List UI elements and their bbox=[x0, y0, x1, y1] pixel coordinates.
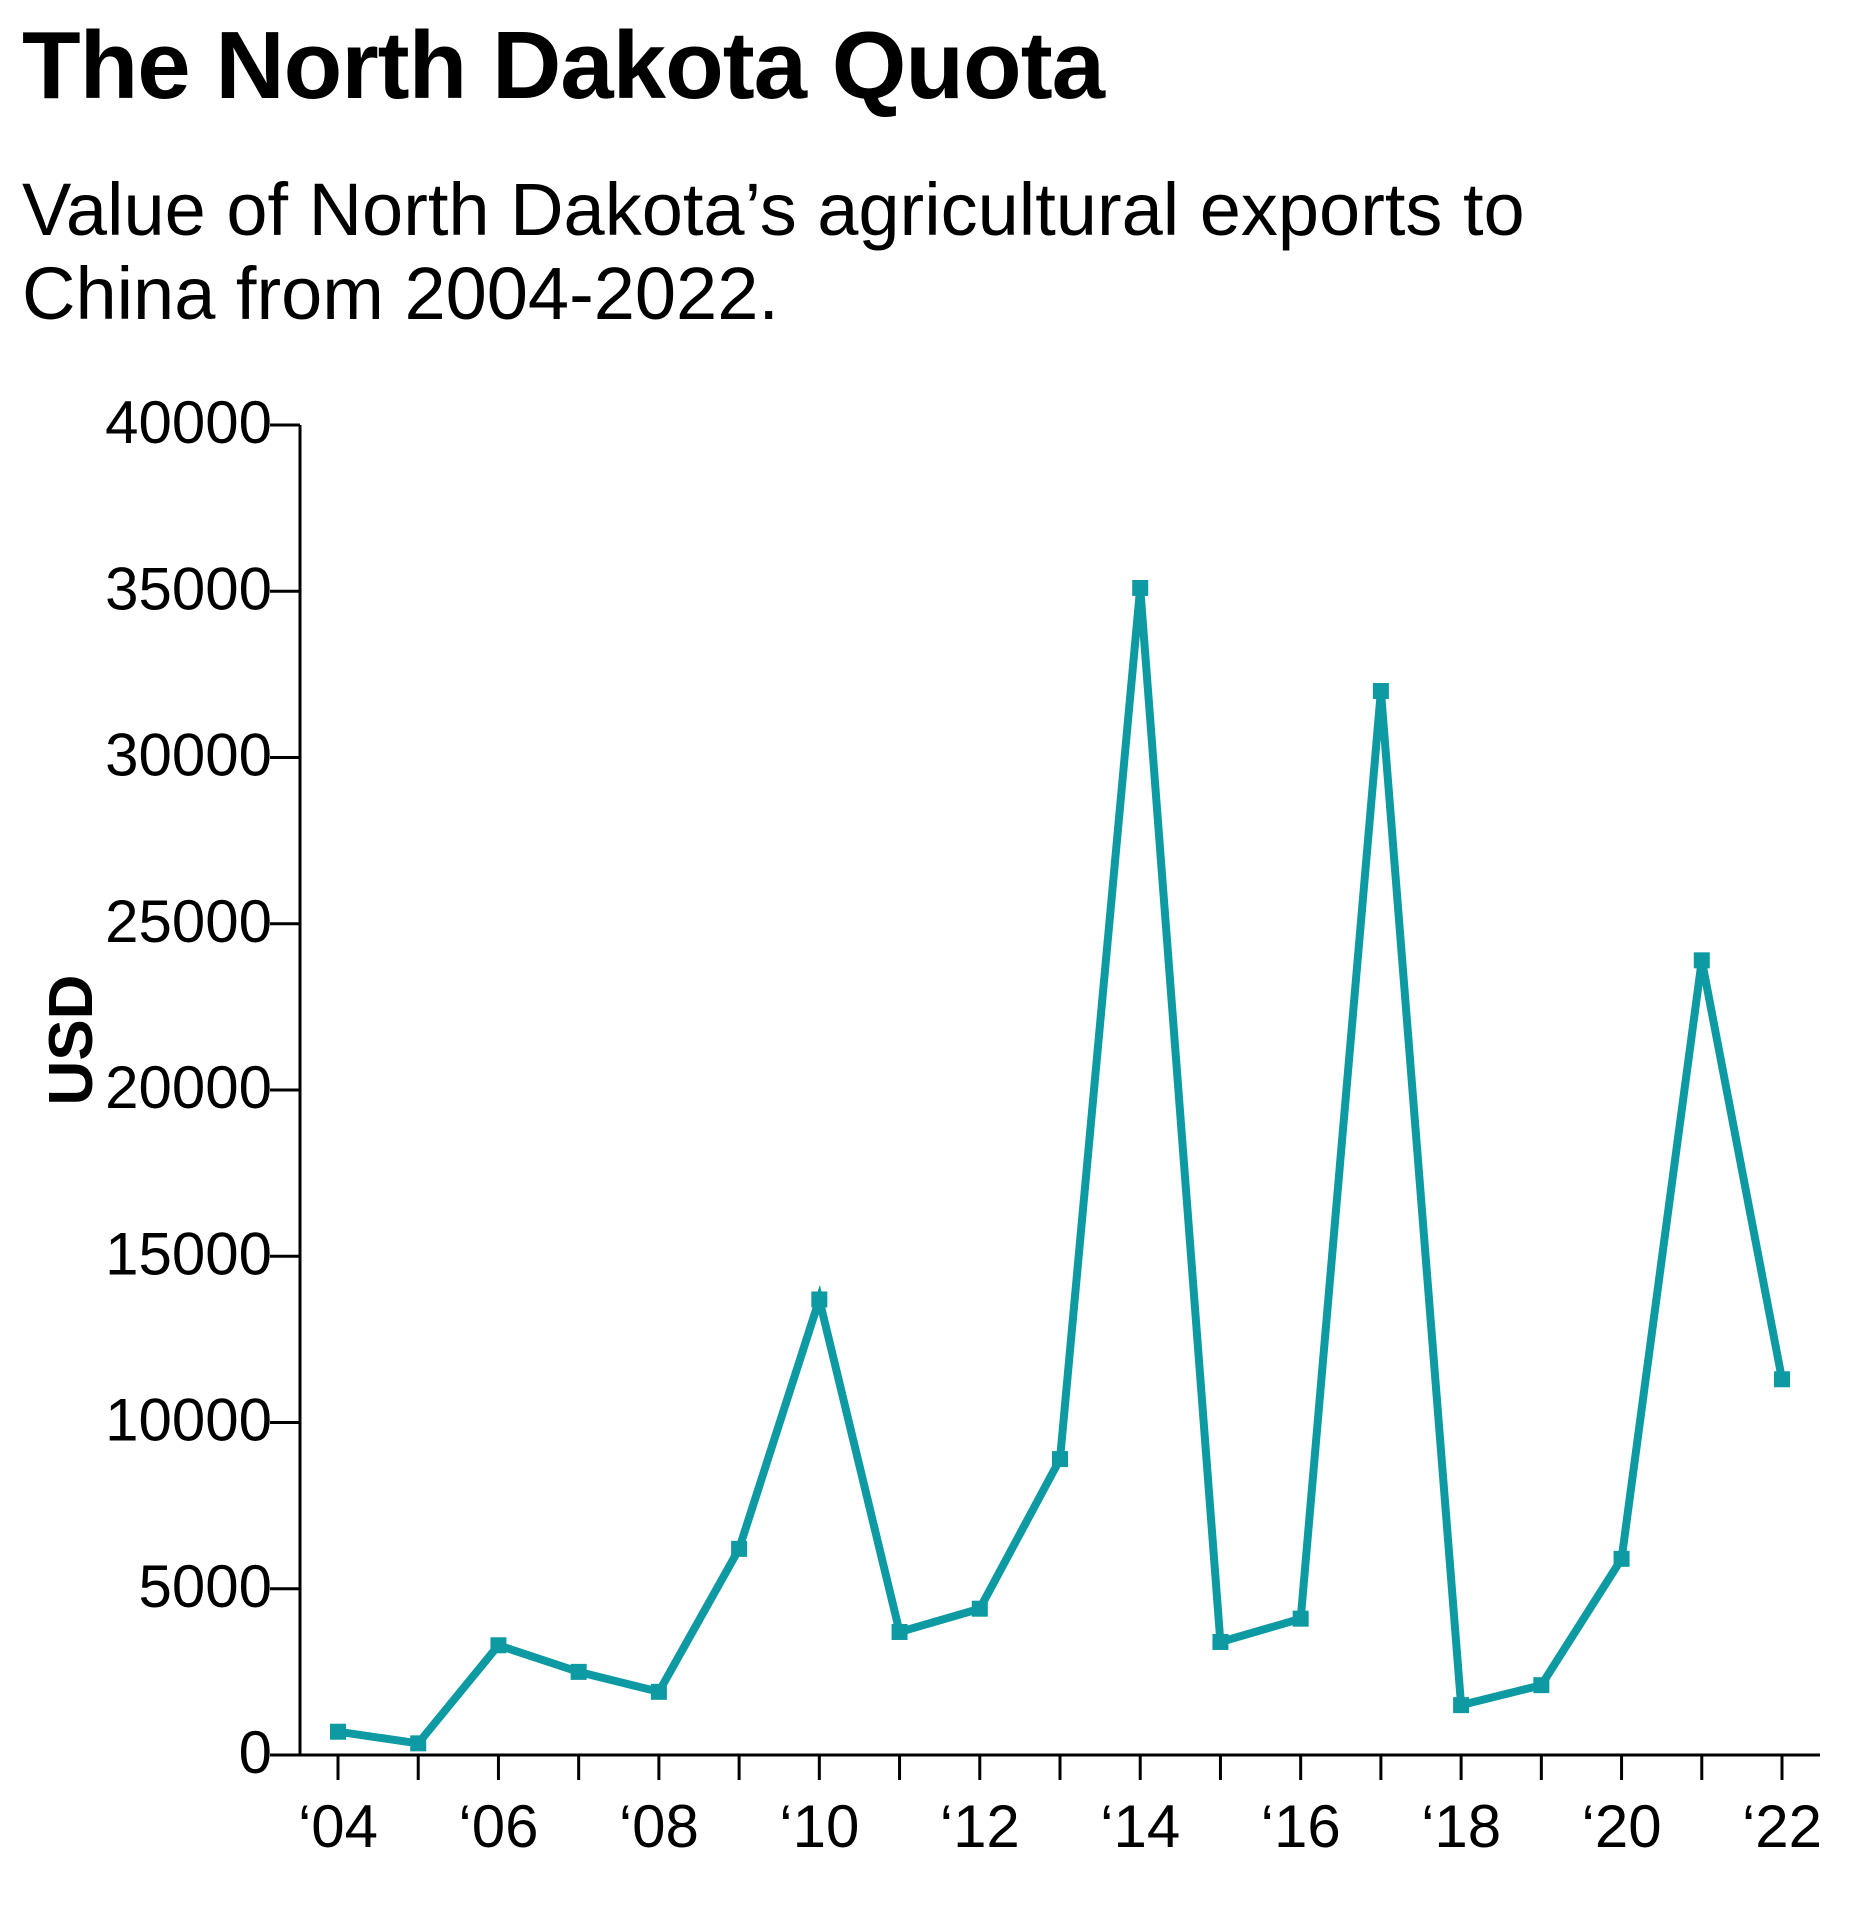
data-point bbox=[811, 1291, 828, 1308]
data-point bbox=[891, 1623, 908, 1640]
y-tick-label: 5000 bbox=[139, 1553, 272, 1620]
data-point bbox=[410, 1735, 427, 1752]
data-point bbox=[490, 1637, 507, 1654]
chart-subtitle: Value of North Dakota’s agricultural exp… bbox=[22, 168, 1525, 335]
x-tick-label: ‘16 bbox=[1261, 1793, 1341, 1860]
x-axis: ‘04 ‘06 ‘08 ‘10 ‘12 ‘14 ‘16 ‘18 ‘20 ‘22 bbox=[298, 1753, 1822, 1860]
data-point bbox=[570, 1663, 587, 1680]
x-tick-label: ‘04 bbox=[298, 1793, 378, 1860]
y-tick-label: 35000 bbox=[105, 555, 272, 622]
x-tick-label: ‘20 bbox=[1582, 1793, 1662, 1860]
data-point bbox=[1212, 1633, 1229, 1650]
data-point bbox=[1372, 683, 1389, 699]
x-tick-label: ‘10 bbox=[779, 1793, 859, 1860]
data-point bbox=[330, 1723, 346, 1740]
data-point bbox=[1292, 1610, 1309, 1627]
data-point bbox=[731, 1540, 748, 1557]
data-point bbox=[1132, 579, 1149, 596]
y-axis-label: USD bbox=[37, 975, 106, 1106]
x-tick-label: ‘12 bbox=[940, 1793, 1020, 1860]
data-point bbox=[1693, 952, 1710, 969]
x-tick-label: ‘08 bbox=[619, 1793, 699, 1860]
chart-title: The North Dakota Quota bbox=[22, 12, 1105, 119]
x-tick-label: ‘14 bbox=[1100, 1793, 1180, 1860]
y-tick-label: 10000 bbox=[105, 1387, 272, 1454]
x-tick-label: ‘06 bbox=[458, 1793, 538, 1860]
series-line bbox=[337, 587, 1786, 1748]
data-point bbox=[1453, 1697, 1470, 1714]
series-group bbox=[330, 579, 1790, 1752]
y-tick-label: 20000 bbox=[105, 1054, 272, 1121]
x-tick-label: ‘22 bbox=[1742, 1793, 1822, 1860]
y-tick-label: 25000 bbox=[105, 888, 272, 955]
data-point bbox=[1774, 1371, 1790, 1388]
y-axis: 0 5000 10000 15000 20000 25000 30000 35000 40000 bbox=[105, 389, 302, 1786]
data-point bbox=[650, 1683, 667, 1700]
y-tick-label: 30000 bbox=[105, 722, 272, 789]
data-point bbox=[1613, 1550, 1630, 1567]
x-tick-label: ‘18 bbox=[1421, 1793, 1501, 1860]
y-tick-label: 40000 bbox=[105, 389, 272, 456]
data-point bbox=[971, 1600, 988, 1617]
data-point bbox=[1052, 1451, 1068, 1468]
y-tick-label: 0 bbox=[239, 1719, 272, 1786]
data-point bbox=[1533, 1677, 1550, 1694]
y-tick-label: 15000 bbox=[105, 1220, 272, 1287]
